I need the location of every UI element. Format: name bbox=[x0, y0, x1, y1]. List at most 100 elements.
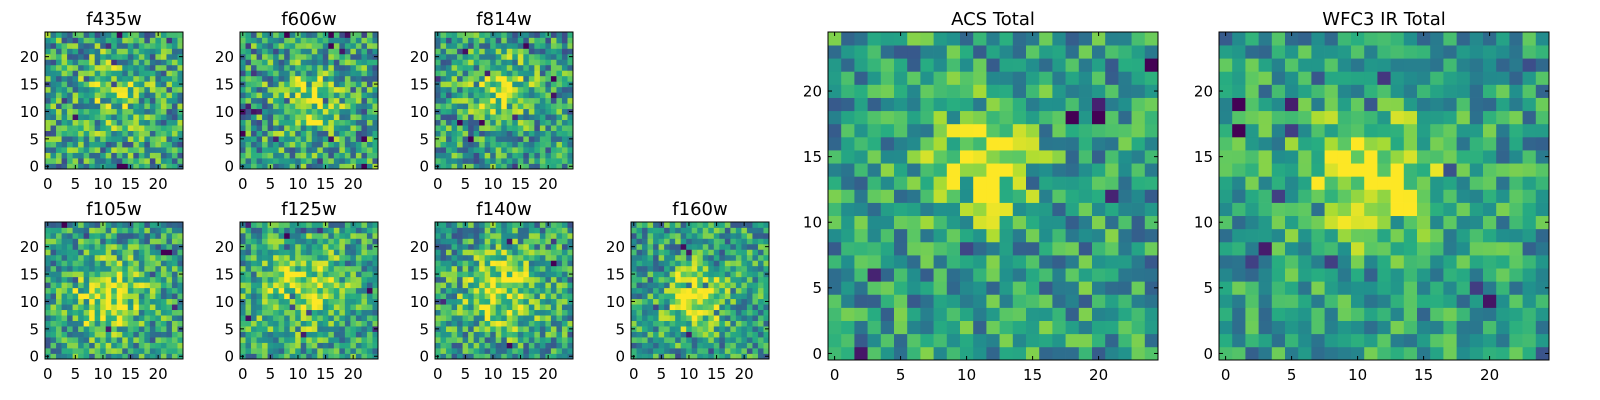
heatmap-cell bbox=[867, 281, 882, 295]
heatmap-cell bbox=[446, 293, 452, 300]
heatmap-cell bbox=[317, 114, 324, 121]
heatmap-cell bbox=[1092, 294, 1106, 308]
heatmap-cell bbox=[468, 282, 474, 289]
heatmap-cell bbox=[251, 276, 257, 283]
heatmap-cell bbox=[512, 276, 519, 283]
heatmap-cell bbox=[517, 147, 524, 153]
heatmap-cell bbox=[251, 227, 257, 234]
heatmap-cell bbox=[111, 158, 118, 164]
heatmap-cell bbox=[116, 53, 123, 60]
heatmap-cell bbox=[556, 304, 563, 311]
heatmap-cell bbox=[372, 70, 379, 77]
heatmap-cell bbox=[719, 243, 726, 250]
heatmap-cell bbox=[138, 326, 145, 332]
heatmap-cell bbox=[468, 304, 474, 311]
heatmap-cell bbox=[262, 243, 268, 250]
heatmap-cell bbox=[490, 293, 497, 300]
heatmap-cell bbox=[1078, 215, 1093, 230]
heatmap-cell bbox=[691, 227, 698, 234]
heatmap-cell bbox=[457, 304, 463, 311]
heatmap-cell bbox=[713, 304, 720, 311]
heatmap-cell bbox=[647, 309, 654, 316]
heatmap-cell bbox=[523, 337, 530, 343]
heatmap-cell bbox=[746, 326, 753, 332]
heatmap-cell bbox=[523, 152, 530, 159]
heatmap-cell bbox=[273, 232, 279, 239]
heatmap-cell bbox=[556, 32, 563, 38]
heatmap-cell bbox=[713, 282, 720, 289]
heatmap-cell bbox=[355, 75, 362, 82]
heatmap-cell bbox=[94, 243, 101, 250]
heatmap-cell bbox=[719, 232, 726, 239]
heatmap-cell bbox=[435, 320, 441, 327]
heatmap-cell bbox=[160, 337, 167, 343]
heatmap-cell bbox=[501, 147, 508, 153]
heatmap-cell bbox=[278, 304, 285, 311]
heatmap-cell bbox=[105, 136, 112, 142]
heatmap-cell bbox=[680, 227, 687, 234]
heatmap-cell bbox=[133, 97, 140, 104]
heatmap-cell bbox=[133, 32, 140, 38]
heatmap-cell bbox=[636, 249, 643, 256]
heatmap-cell bbox=[933, 268, 948, 282]
heatmap-cell bbox=[484, 337, 491, 343]
heatmap-cell bbox=[361, 48, 368, 55]
heatmap-cell bbox=[317, 265, 324, 272]
heatmap-cell bbox=[149, 130, 156, 137]
heatmap-cell bbox=[556, 53, 563, 60]
heatmap-cell bbox=[284, 125, 291, 131]
heatmap-cell bbox=[479, 342, 486, 349]
heatmap-cell bbox=[267, 315, 274, 321]
heatmap-cell bbox=[828, 346, 842, 361]
heatmap-cell bbox=[451, 337, 458, 343]
heatmap-cell bbox=[501, 130, 508, 137]
heatmap-cell bbox=[691, 309, 698, 316]
heatmap-cell bbox=[344, 108, 351, 115]
heatmap-cell bbox=[94, 86, 101, 93]
heatmap-cell bbox=[361, 315, 368, 321]
heatmap-cell bbox=[451, 227, 458, 234]
heatmap-cell bbox=[545, 70, 552, 77]
heatmap-cell bbox=[144, 353, 151, 360]
heatmap-cell bbox=[757, 326, 764, 332]
heatmap-cell bbox=[344, 152, 351, 159]
heatmap-cell bbox=[512, 81, 519, 88]
heatmap-cell bbox=[1118, 202, 1132, 217]
heatmap-cell bbox=[149, 304, 156, 311]
heatmap-cell bbox=[446, 42, 452, 49]
heatmap-cell bbox=[539, 309, 546, 316]
heatmap-cell bbox=[262, 59, 268, 66]
heatmap-cell bbox=[133, 75, 140, 82]
heatmap-cell bbox=[567, 276, 574, 283]
heatmap-cell bbox=[289, 125, 296, 131]
heatmap-cell bbox=[457, 108, 463, 115]
heatmap-cell bbox=[50, 108, 57, 115]
heatmap-cell bbox=[664, 271, 670, 278]
heatmap-cell bbox=[171, 271, 178, 278]
heatmap-cell bbox=[680, 265, 687, 272]
heatmap-cell bbox=[512, 37, 519, 44]
heatmap-cell bbox=[506, 147, 513, 153]
heatmap-cell bbox=[116, 70, 123, 77]
heatmap-cell bbox=[907, 268, 921, 282]
heatmap-cell bbox=[658, 342, 665, 349]
heatmap-cell bbox=[724, 265, 731, 272]
heatmap-cell bbox=[517, 293, 524, 300]
heatmap-cell bbox=[741, 282, 748, 289]
heatmap-cell bbox=[366, 271, 373, 278]
heatmap-cell bbox=[350, 315, 357, 321]
heatmap-cell bbox=[72, 42, 79, 49]
heatmap-cell bbox=[289, 103, 296, 110]
heatmap-cell bbox=[506, 309, 513, 316]
heatmap-cell bbox=[300, 320, 307, 327]
heatmap-cell bbox=[339, 271, 346, 278]
heatmap-cell bbox=[973, 346, 987, 361]
heatmap-cell bbox=[752, 315, 759, 321]
heatmap-cell bbox=[50, 260, 57, 267]
heatmap-cell bbox=[664, 342, 670, 349]
heatmap-cell bbox=[300, 59, 307, 66]
heatmap-cell bbox=[1052, 202, 1066, 217]
heatmap-cell bbox=[1144, 202, 1159, 217]
heatmap-cell bbox=[440, 227, 447, 234]
heatmap-cell bbox=[495, 42, 502, 49]
